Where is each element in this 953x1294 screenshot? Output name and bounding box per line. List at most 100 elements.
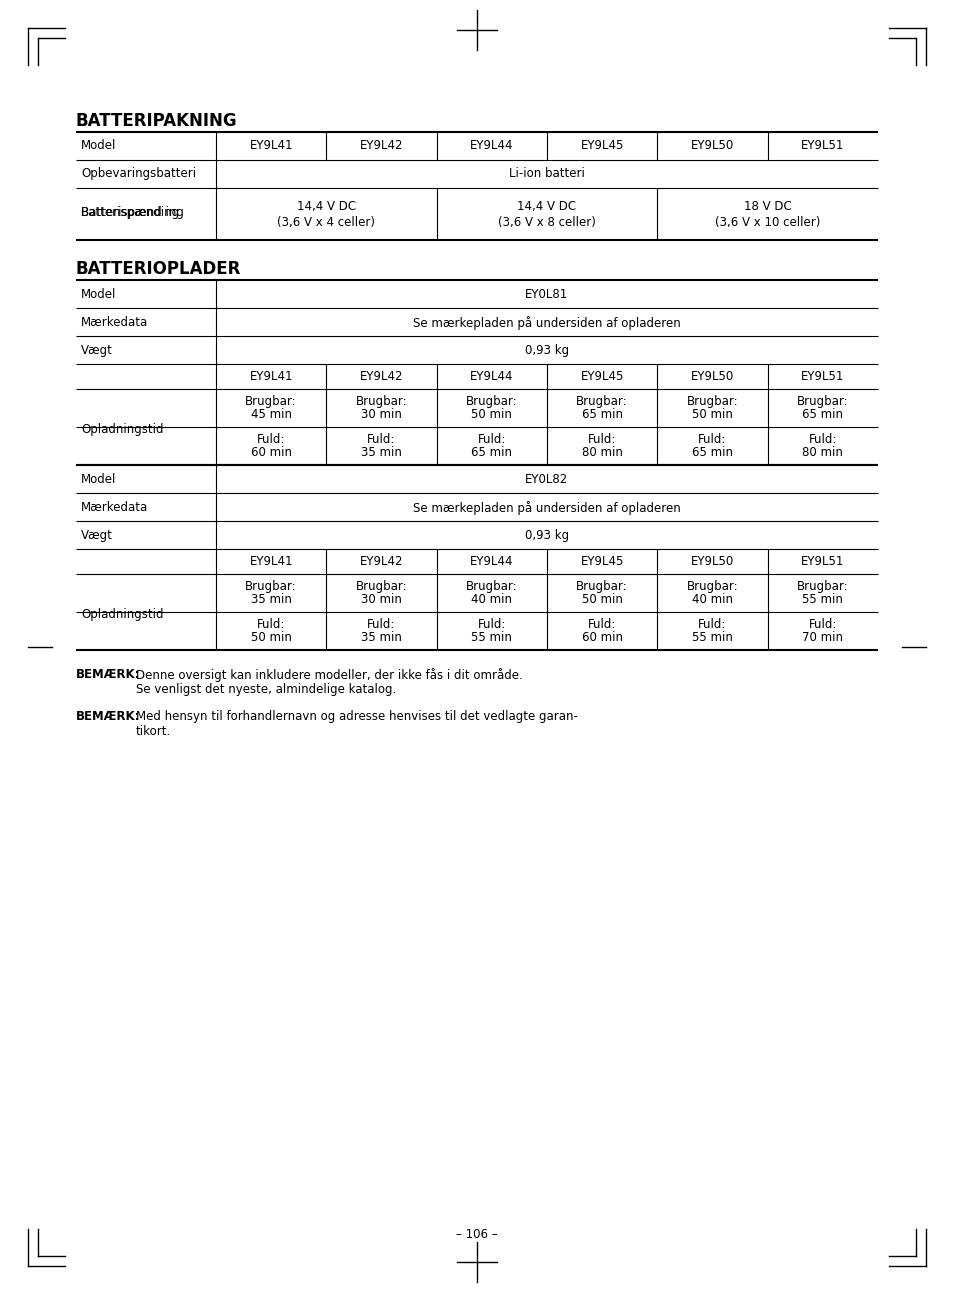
Text: 30 min: 30 min (360, 593, 401, 606)
Text: (3,6 V x 4 celler): (3,6 V x 4 celler) (277, 216, 375, 229)
Text: 35 min: 35 min (360, 446, 401, 459)
Text: Brugbar:: Brugbar: (686, 395, 738, 408)
Text: BEMÆRK:: BEMÆRK: (76, 668, 140, 681)
Text: EY9L44: EY9L44 (470, 555, 513, 568)
Text: EY9L41: EY9L41 (249, 138, 293, 151)
Text: EY9L41: EY9L41 (249, 370, 293, 383)
Text: 65 min: 65 min (691, 446, 732, 459)
Text: 50 min: 50 min (581, 593, 622, 606)
Text: 0,93 kg: 0,93 kg (524, 344, 569, 357)
Text: (3,6 V x 10 celler): (3,6 V x 10 celler) (714, 216, 820, 229)
Text: 65 min: 65 min (471, 446, 512, 459)
Text: Brugbar:: Brugbar: (355, 580, 407, 593)
Text: 30 min: 30 min (360, 408, 401, 421)
Text: Fuld:: Fuld: (587, 619, 616, 631)
Text: 0,93 kg: 0,93 kg (524, 529, 569, 542)
Text: BEMÆRK:: BEMÆRK: (76, 710, 140, 723)
Text: tikort.: tikort. (136, 725, 172, 738)
Text: 45 min: 45 min (251, 408, 292, 421)
Text: Fuld:: Fuld: (256, 433, 285, 446)
Text: Brugbar:: Brugbar: (576, 395, 627, 408)
Text: Fuld:: Fuld: (587, 433, 616, 446)
Text: 80 min: 80 min (581, 446, 622, 459)
Text: Se mærkepladen på undersiden af opladeren: Se mærkepladen på undersiden af opladere… (413, 501, 680, 515)
Text: – 106 –: – 106 – (456, 1228, 497, 1241)
Text: 50 min: 50 min (691, 408, 732, 421)
Text: 80 min: 80 min (801, 446, 842, 459)
Text: Fuld:: Fuld: (808, 619, 836, 631)
Text: EY9L42: EY9L42 (359, 555, 403, 568)
Text: Fuld:: Fuld: (698, 433, 726, 446)
Text: EY9L51: EY9L51 (801, 370, 843, 383)
Text: Brugbar:: Brugbar: (686, 580, 738, 593)
Text: 60 min: 60 min (251, 446, 292, 459)
Text: Batterispænding: Batterispænding (81, 206, 180, 219)
Text: BATTERIOPLADER: BATTERIOPLADER (76, 260, 241, 278)
Text: Batterispænd ing: Batterispænd ing (81, 206, 184, 219)
Text: Fuld:: Fuld: (477, 433, 505, 446)
Text: Fuld:: Fuld: (808, 433, 836, 446)
Text: Opbevaringsbatteri: Opbevaringsbatteri (81, 167, 196, 180)
Text: Model: Model (81, 474, 116, 487)
Text: 55 min: 55 min (691, 631, 732, 644)
Text: Li-ion batteri: Li-ion batteri (509, 167, 584, 180)
Text: 18 V DC: 18 V DC (743, 201, 791, 214)
Text: EY9L41: EY9L41 (249, 555, 293, 568)
Text: BATTERIPAKNING: BATTERIPAKNING (76, 113, 237, 129)
Text: EY9L51: EY9L51 (801, 138, 843, 151)
Text: EY9L42: EY9L42 (359, 138, 403, 151)
Text: EY9L50: EY9L50 (690, 555, 734, 568)
Text: Se mærkepladen på undersiden af opladeren: Se mærkepladen på undersiden af opladere… (413, 316, 680, 330)
Text: Fuld:: Fuld: (367, 619, 395, 631)
Text: Brugbar:: Brugbar: (465, 395, 517, 408)
Text: EY9L50: EY9L50 (690, 370, 734, 383)
Text: 35 min: 35 min (360, 631, 401, 644)
Text: Mærkedata: Mærkedata (81, 501, 148, 514)
Text: 14,4 V DC: 14,4 V DC (296, 201, 355, 214)
Text: EY9L51: EY9L51 (801, 555, 843, 568)
Text: 14,4 V DC: 14,4 V DC (517, 201, 576, 214)
Text: 40 min: 40 min (471, 593, 512, 606)
Text: Se venligst det nyeste, almindelige katalog.: Se venligst det nyeste, almindelige kata… (136, 683, 395, 696)
Text: Opladningstid: Opladningstid (81, 423, 163, 436)
Text: Brugbar:: Brugbar: (245, 395, 296, 408)
Text: Fuld:: Fuld: (477, 619, 505, 631)
Text: 40 min: 40 min (691, 593, 732, 606)
Text: 35 min: 35 min (251, 593, 292, 606)
Text: Brugbar:: Brugbar: (796, 580, 848, 593)
Text: Fuld:: Fuld: (256, 619, 285, 631)
Text: 50 min: 50 min (251, 631, 292, 644)
Text: EY0L81: EY0L81 (525, 289, 568, 302)
Text: (3,6 V x 8 celler): (3,6 V x 8 celler) (497, 216, 596, 229)
Text: EY9L44: EY9L44 (470, 138, 513, 151)
Text: Brugbar:: Brugbar: (465, 580, 517, 593)
Text: Fuld:: Fuld: (698, 619, 726, 631)
Text: Brugbar:: Brugbar: (245, 580, 296, 593)
Text: 50 min: 50 min (471, 408, 512, 421)
Text: Opladningstid: Opladningstid (81, 608, 163, 621)
Text: 70 min: 70 min (801, 631, 842, 644)
Text: EY9L45: EY9L45 (579, 370, 623, 383)
Text: Fuld:: Fuld: (367, 433, 395, 446)
Text: Brugbar:: Brugbar: (576, 580, 627, 593)
Text: Model: Model (81, 289, 116, 302)
Text: EY0L82: EY0L82 (525, 474, 568, 487)
Text: EY9L45: EY9L45 (579, 138, 623, 151)
Text: Brugbar:: Brugbar: (796, 395, 848, 408)
Text: 55 min: 55 min (471, 631, 512, 644)
Text: EY9L44: EY9L44 (470, 370, 513, 383)
Text: Denne oversigt kan inkludere modeller, der ikke fås i dit område.: Denne oversigt kan inkludere modeller, d… (136, 668, 522, 682)
Text: 55 min: 55 min (801, 593, 842, 606)
Text: EY9L42: EY9L42 (359, 370, 403, 383)
Text: 65 min: 65 min (581, 408, 622, 421)
Text: Vægt: Vægt (81, 344, 112, 357)
Text: Vægt: Vægt (81, 529, 112, 542)
Text: Brugbar:: Brugbar: (355, 395, 407, 408)
Text: Model: Model (81, 138, 116, 151)
Text: 65 min: 65 min (801, 408, 842, 421)
Text: Mærkedata: Mærkedata (81, 316, 148, 329)
Text: 60 min: 60 min (581, 631, 622, 644)
Text: EY9L50: EY9L50 (690, 138, 734, 151)
Text: Med hensyn til forhandlernavn og adresse henvises til det vedlagte garan-: Med hensyn til forhandlernavn og adresse… (136, 710, 578, 723)
Text: EY9L45: EY9L45 (579, 555, 623, 568)
